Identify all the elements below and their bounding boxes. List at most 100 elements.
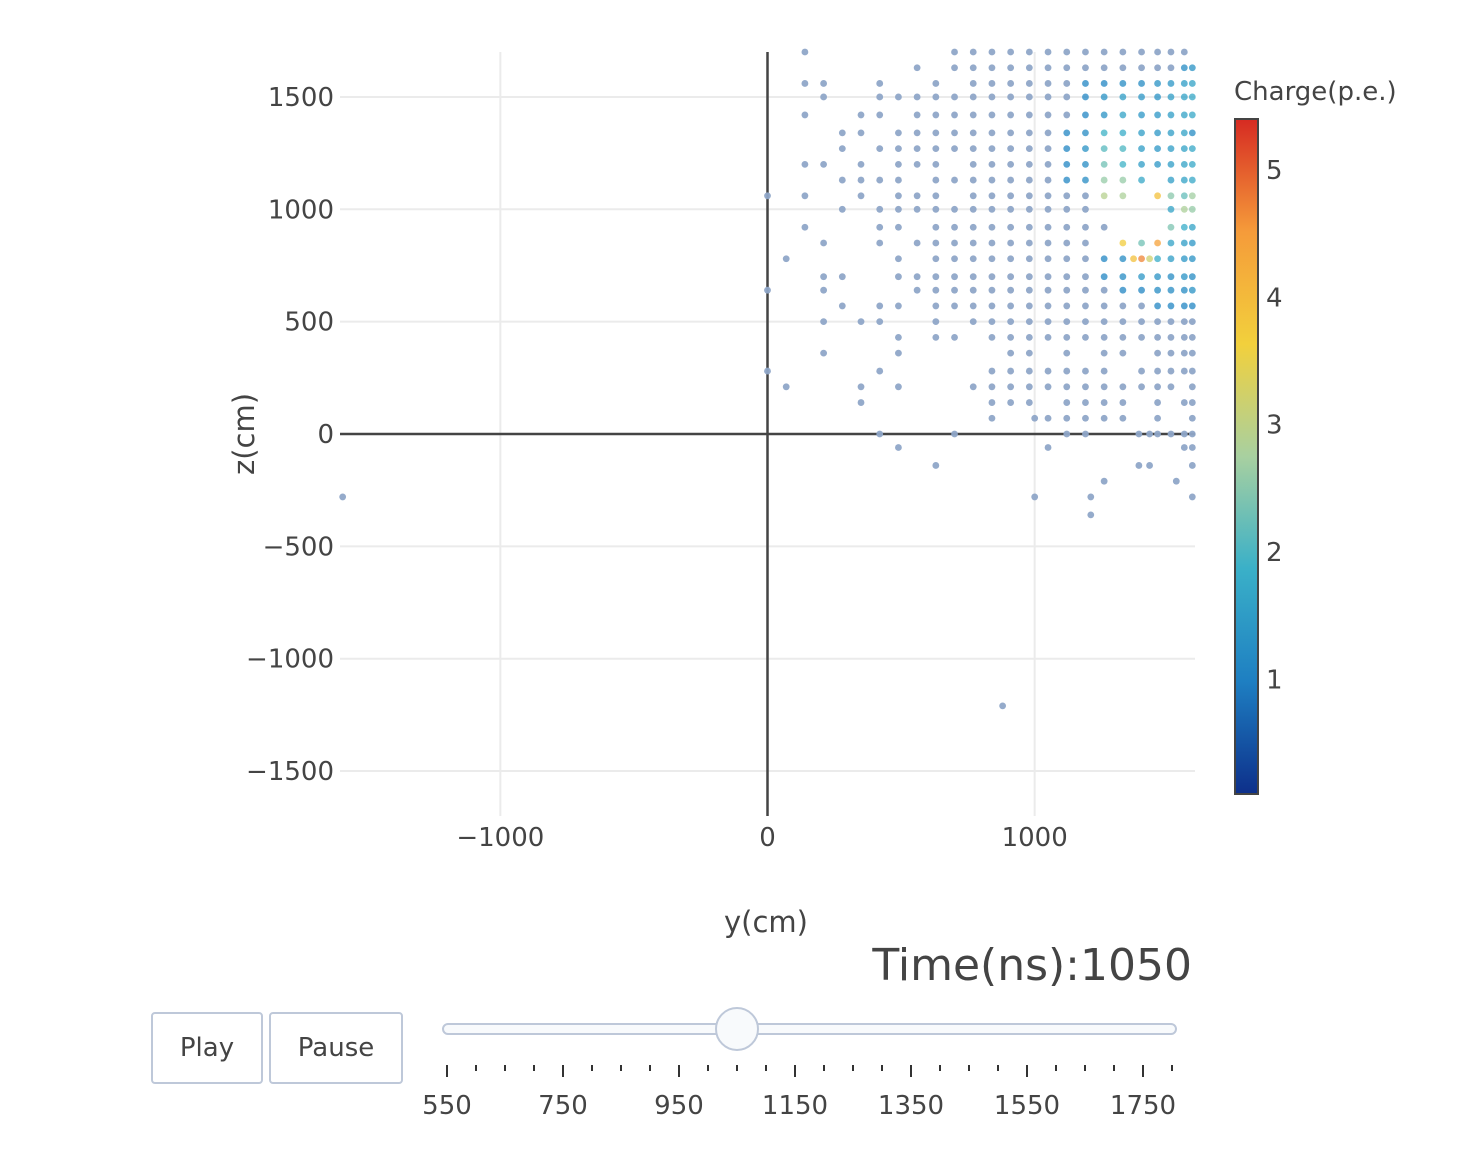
data-point[interactable] xyxy=(1154,273,1161,281)
data-point[interactable] xyxy=(1154,430,1161,438)
data-point[interactable] xyxy=(1167,93,1175,101)
data-point[interactable] xyxy=(1100,176,1108,184)
data-point[interactable] xyxy=(1138,145,1145,153)
data-point[interactable] xyxy=(1154,318,1161,326)
data-point[interactable] xyxy=(1100,80,1108,87)
data-point[interactable] xyxy=(1082,273,1089,281)
data-point[interactable] xyxy=(1007,80,1015,87)
data-point[interactable] xyxy=(1188,176,1196,184)
data-point[interactable] xyxy=(1082,80,1089,87)
data-point[interactable] xyxy=(1188,286,1196,294)
data-point[interactable] xyxy=(1044,93,1052,101)
data-point[interactable] xyxy=(1007,255,1015,263)
data-point[interactable] xyxy=(1167,176,1175,184)
data-point[interactable] xyxy=(1044,318,1052,326)
data-point[interactable] xyxy=(1025,367,1033,375)
data-point[interactable] xyxy=(1007,145,1015,153)
data-point[interactable] xyxy=(1130,255,1137,263)
data-point[interactable] xyxy=(1119,414,1127,422)
data-point[interactable] xyxy=(1180,286,1188,294)
data-point[interactable] xyxy=(1180,430,1188,438)
data-point[interactable] xyxy=(1007,111,1015,119)
data-point[interactable] xyxy=(1167,383,1175,391)
data-point[interactable] xyxy=(1025,64,1033,72)
data-point[interactable] xyxy=(1087,511,1095,519)
data-point[interactable] xyxy=(1154,333,1161,341)
data-point[interactable] xyxy=(1119,273,1127,281)
data-point[interactable] xyxy=(876,80,884,87)
data-point[interactable] xyxy=(988,80,996,87)
data-point[interactable] xyxy=(1025,223,1033,231)
data-point[interactable] xyxy=(951,176,958,184)
data-point[interactable] xyxy=(1025,286,1033,294)
data-point[interactable] xyxy=(1167,239,1175,247)
data-point[interactable] xyxy=(988,192,996,200)
data-point[interactable] xyxy=(1044,64,1052,72)
data-point[interactable] xyxy=(1167,430,1175,438)
data-point[interactable] xyxy=(857,383,865,391)
data-point[interactable] xyxy=(1188,302,1196,310)
data-point[interactable] xyxy=(1025,80,1033,87)
data-point[interactable] xyxy=(913,111,921,119)
data-point[interactable] xyxy=(1007,333,1015,341)
data-point[interactable] xyxy=(932,176,940,184)
data-point[interactable] xyxy=(1188,462,1196,469)
data-point[interactable] xyxy=(969,111,977,119)
data-point[interactable] xyxy=(951,286,958,294)
data-point[interactable] xyxy=(1154,129,1161,137)
data-point[interactable] xyxy=(1188,399,1196,406)
data-point[interactable] xyxy=(801,160,809,168)
data-point[interactable] xyxy=(1180,367,1188,375)
data-point[interactable] xyxy=(1119,318,1127,326)
data-point[interactable] xyxy=(838,273,846,281)
data-point[interactable] xyxy=(1044,383,1052,391)
data-point[interactable] xyxy=(951,273,958,281)
data-point[interactable] xyxy=(895,145,902,153)
data-point[interactable] xyxy=(1007,93,1015,101)
data-point[interactable] xyxy=(1025,349,1033,357)
data-point[interactable] xyxy=(1044,160,1052,168)
data-point[interactable] xyxy=(1138,273,1145,281)
data-point[interactable] xyxy=(1119,286,1127,294)
data-point[interactable] xyxy=(932,160,940,168)
data-point[interactable] xyxy=(1100,477,1108,485)
data-point[interactable] xyxy=(1082,333,1089,341)
data-point[interactable] xyxy=(1154,367,1161,375)
data-point[interactable] xyxy=(820,273,828,281)
data-point[interactable] xyxy=(895,273,902,281)
data-point[interactable] xyxy=(951,93,958,101)
data-point[interactable] xyxy=(1167,129,1175,137)
data-point[interactable] xyxy=(1063,223,1071,231)
data-point[interactable] xyxy=(1007,302,1015,310)
data-point[interactable] xyxy=(1025,273,1033,281)
data-point[interactable] xyxy=(969,145,977,153)
data-point[interactable] xyxy=(857,399,865,406)
data-point[interactable] xyxy=(1180,318,1188,326)
data-point[interactable] xyxy=(1180,349,1188,357)
data-point[interactable] xyxy=(1138,48,1145,56)
data-point[interactable] xyxy=(969,176,977,184)
data-point[interactable] xyxy=(1167,48,1175,56)
data-point[interactable] xyxy=(1100,383,1108,391)
data-point[interactable] xyxy=(1167,160,1175,168)
data-point[interactable] xyxy=(1138,239,1145,247)
data-point[interactable] xyxy=(1100,111,1108,119)
data-point[interactable] xyxy=(1180,444,1188,451)
data-point[interactable] xyxy=(876,223,884,231)
data-point[interactable] xyxy=(764,367,771,375)
data-point[interactable] xyxy=(1154,414,1161,422)
data-point[interactable] xyxy=(1100,160,1108,168)
data-point[interactable] xyxy=(1007,223,1015,231)
data-point[interactable] xyxy=(1082,414,1089,422)
data-point[interactable] xyxy=(1063,192,1071,200)
data-point[interactable] xyxy=(1167,223,1175,231)
data-point[interactable] xyxy=(969,302,977,310)
data-point[interactable] xyxy=(951,129,958,137)
data-point[interactable] xyxy=(1154,111,1161,119)
data-point[interactable] xyxy=(820,80,828,87)
data-point[interactable] xyxy=(838,145,846,153)
data-point[interactable] xyxy=(1188,333,1196,341)
data-point[interactable] xyxy=(876,430,884,438)
data-point[interactable] xyxy=(1082,367,1089,375)
data-point[interactable] xyxy=(838,176,846,184)
